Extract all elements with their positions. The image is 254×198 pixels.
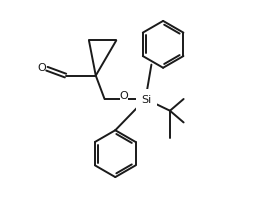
Text: O: O xyxy=(37,63,46,73)
Text: O: O xyxy=(120,91,129,101)
Text: Si: Si xyxy=(141,95,152,105)
